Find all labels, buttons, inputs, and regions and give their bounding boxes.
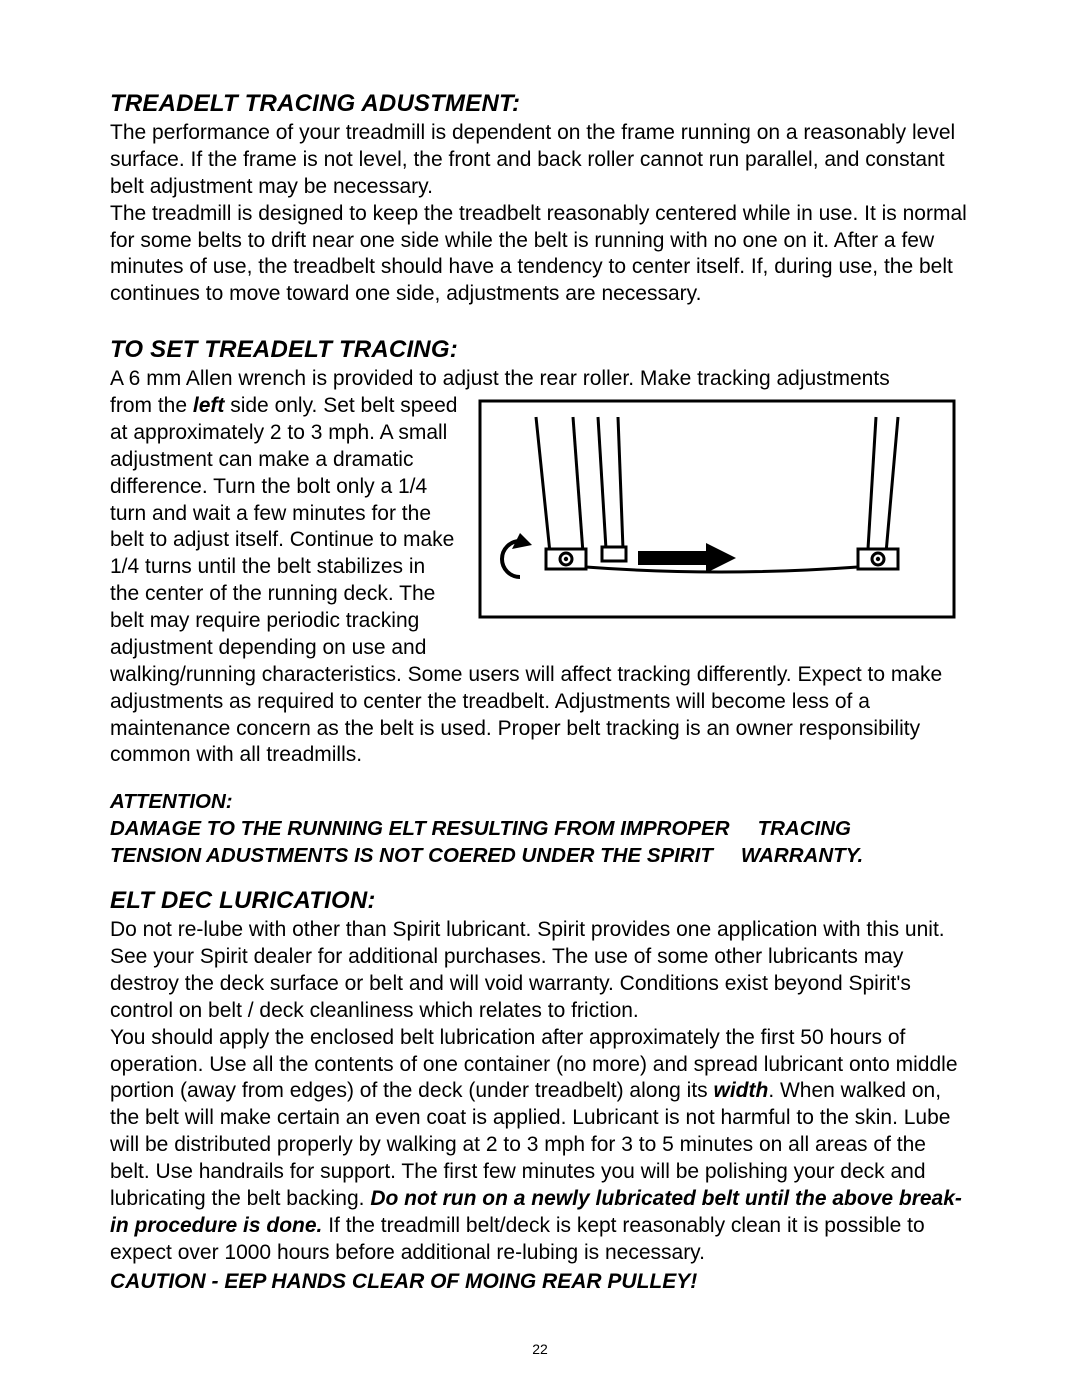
caution-line: CAUTION - EEP HANDS CLEAR OF MOING REAR … [110,1269,970,1296]
tracking-diagram [478,399,956,624]
attention-line2b: TRACING [758,817,851,840]
page-number: 22 [0,1341,1080,1357]
para-lube-1: Do not re-lube with other than Spirit lu… [110,917,970,1025]
heading-lubrication: ELT DEC LURICATION: [110,887,970,915]
wrap-prefix: from the [110,394,193,417]
para-tracking-2: The treadmill is designed to keep the tr… [110,201,970,309]
wrap-row: from the left side only. Set belt speed … [110,393,970,662]
attention-line2a: DAMAGE TO THE RUNNING ELT RESULTING FROM… [110,817,730,840]
wrap-after: side only. Set belt speed at approximate… [110,394,457,659]
heading-set-tracking: TO SET TREADELT TRACING: [110,336,970,364]
attention-line3: TENSION ADUSTMENTS IS NOT COERED UNDER T… [110,843,970,870]
attention-line3b: WARRANTY. [741,844,863,867]
wrap-bold-left: left [193,394,225,417]
wrap-text: from the left side only. Set belt speed … [110,393,460,662]
attention-line2: DAMAGE TO THE RUNNING ELT RESULTING FROM… [110,816,970,843]
para-lube-2: You should apply the enclosed belt lubri… [110,1025,970,1267]
heading-tracking-adjustment: TREADELT TRACING ADUSTMENT: [110,90,970,118]
para-tracking-1: The performance of your treadmill is dep… [110,120,970,201]
attention-block: ATTENTION: DAMAGE TO THE RUNNING ELT RES… [110,789,970,869]
document-page: TREADELT TRACING ADUSTMENT: The performa… [0,0,1080,1397]
para-after-wrap: walking/running characteristics. Some us… [110,662,970,770]
tracking-diagram-svg [478,399,956,619]
p2-width: width [713,1079,768,1102]
attention-line3a: TENSION ADUSTMENTS IS NOT COERED UNDER T… [110,844,713,867]
attention-line1: ATTENTION: [110,789,970,816]
para-set-intro: A 6 mm Allen wrench is provided to adjus… [110,366,970,393]
